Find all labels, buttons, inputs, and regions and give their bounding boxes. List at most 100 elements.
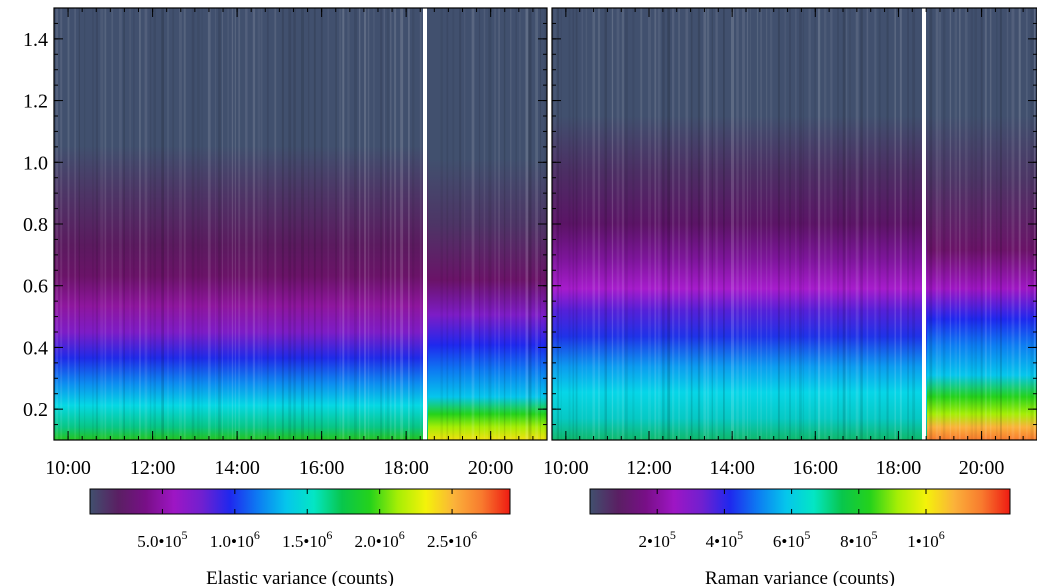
raman-streak (886, 8, 889, 440)
elastic-streak (201, 8, 203, 440)
elastic-streak (320, 8, 323, 440)
elastic-colorbar-tick-mantissa: 1.0•10 (210, 532, 254, 551)
elastic-colorbar-tick-mantissa: 1.5•10 (282, 532, 326, 551)
raman-streak (999, 8, 1002, 440)
raman-x-tick-label: 10:00 (543, 457, 589, 479)
elastic-streak (386, 8, 390, 440)
elastic-streak (498, 8, 500, 440)
elastic-streak (440, 8, 443, 440)
raman-streak (624, 8, 628, 440)
elastic-streak (389, 8, 392, 440)
elastic-streak (111, 8, 114, 440)
raman-streak (874, 8, 877, 440)
raman-axes: 10:00 12:00 14:00 16:00 18:00 20:00 (543, 8, 1037, 479)
raman-streak (954, 8, 957, 440)
elastic-streaks (56, 8, 548, 440)
raman-streak (611, 8, 614, 440)
elastic-streak (288, 8, 292, 440)
elastic-colorbar-tick-exponent: 6 (399, 528, 405, 542)
elastic-streak (123, 8, 125, 440)
raman-streak (935, 8, 939, 440)
elastic-streak (313, 8, 316, 440)
raman-streak (808, 8, 811, 440)
elastic-streak (252, 8, 256, 440)
raman-streak (749, 8, 751, 440)
raman-x-tick-label: 20:00 (959, 457, 1005, 479)
elastic-streak (172, 8, 175, 440)
elastic-streak (342, 8, 345, 440)
raman-streak (842, 8, 846, 440)
elastic-streak (238, 8, 241, 440)
elastic-streak (535, 8, 538, 440)
raman-colorbar-tick-exponent: 5 (804, 528, 810, 542)
elastic-streak (464, 8, 466, 440)
raman-streak (907, 8, 909, 440)
raman-streak (657, 8, 661, 440)
elastic-heatmap-panel: 10:00 12:00 14:00 16:00 18:00 20:00 0.2 0.4 0.6 0… (23, 7, 548, 479)
raman-streak (849, 8, 851, 440)
elastic-streak (478, 8, 481, 440)
raman-colorbar-tick-label: 8•105 (840, 528, 877, 551)
raman-heatmap-panel: 10:00 12:00 14:00 16:00 18:00 20:00 (543, 7, 1037, 479)
raman-streak (795, 8, 797, 440)
raman-streak (817, 8, 821, 440)
elastic-colorbar-tick-mantissa: 2.0•10 (355, 532, 399, 551)
raman-streak (959, 8, 961, 440)
elastic-y-tick-label: 1.2 (23, 91, 48, 113)
elastic-streak (139, 8, 141, 440)
elastic-streak (367, 8, 370, 440)
raman-streak (560, 8, 562, 440)
raman-evening-region (927, 8, 1037, 440)
raman-colorbar-tick-mantissa: 1•10 (907, 532, 938, 551)
raman-streak (592, 8, 596, 440)
raman-streaks (554, 8, 1036, 440)
raman-streak (980, 8, 983, 440)
raman-streak (860, 8, 863, 440)
elastic-streak (153, 8, 156, 440)
elastic-streak (161, 8, 164, 440)
elastic-streak (144, 8, 148, 440)
elastic-streak (339, 8, 342, 440)
elastic-y-tick-label: 1.4 (23, 29, 48, 51)
raman-streak (654, 8, 657, 440)
raman-colorbar-tick-exponent: 6 (939, 528, 945, 542)
raman-colorbar-ticks: 2•105 4•105 6•105 8•105 1•106 (638, 489, 945, 551)
elastic-streak (483, 8, 486, 440)
elastic-streak (408, 8, 410, 440)
raman-streak (742, 8, 745, 440)
raman-streak (770, 8, 773, 440)
raman-streak (572, 8, 575, 440)
raman-colorbar-tick-mantissa: 2•10 (638, 532, 669, 551)
elastic-streak (78, 8, 80, 440)
elastic-streak (149, 8, 152, 440)
elastic-streak (510, 8, 512, 440)
elastic-axes: 10:00 12:00 14:00 16:00 18:00 20:00 0.2 0.4 0.6 0… (23, 8, 548, 479)
elastic-streak (364, 8, 367, 440)
raman-colorbar-tick-label: 6•105 (773, 528, 810, 551)
raman-colorbar-bar (589, 488, 1011, 515)
raman-streak (939, 8, 942, 440)
raman-colorbar-tick-exponent: 5 (872, 528, 878, 542)
raman-streak (845, 8, 848, 440)
elastic-streak (446, 8, 449, 440)
raman-colorbar-tick-mantissa: 4•10 (706, 532, 737, 551)
elastic-streak (293, 8, 296, 440)
elastic-streak (260, 8, 263, 440)
raman-x-tick-label: 16:00 (793, 457, 839, 479)
elastic-colorbar-tick-mantissa: 5.0•10 (137, 532, 181, 551)
raman-streak (568, 8, 571, 440)
raman-streak (667, 8, 671, 440)
raman-streak (672, 8, 675, 440)
elastic-streak (167, 8, 169, 440)
elastic-streak (281, 8, 284, 440)
raman-colorbar-tick-mantissa: 8•10 (840, 532, 871, 551)
raman-streak (1018, 8, 1021, 440)
elastic-streak (119, 8, 122, 440)
raman-x-tick-label: 18:00 (876, 457, 922, 479)
raman-streak (697, 8, 701, 440)
raman-streak (830, 8, 833, 440)
elastic-streak (503, 8, 506, 440)
elastic-colorbar: 5.0•105 1.0•106 1.5•106 2.0•106 2.5•106 Elas… (89, 488, 511, 586)
elastic-colorbar-tick-label: 1.5•106 (282, 528, 332, 551)
elastic-streak (347, 8, 350, 440)
